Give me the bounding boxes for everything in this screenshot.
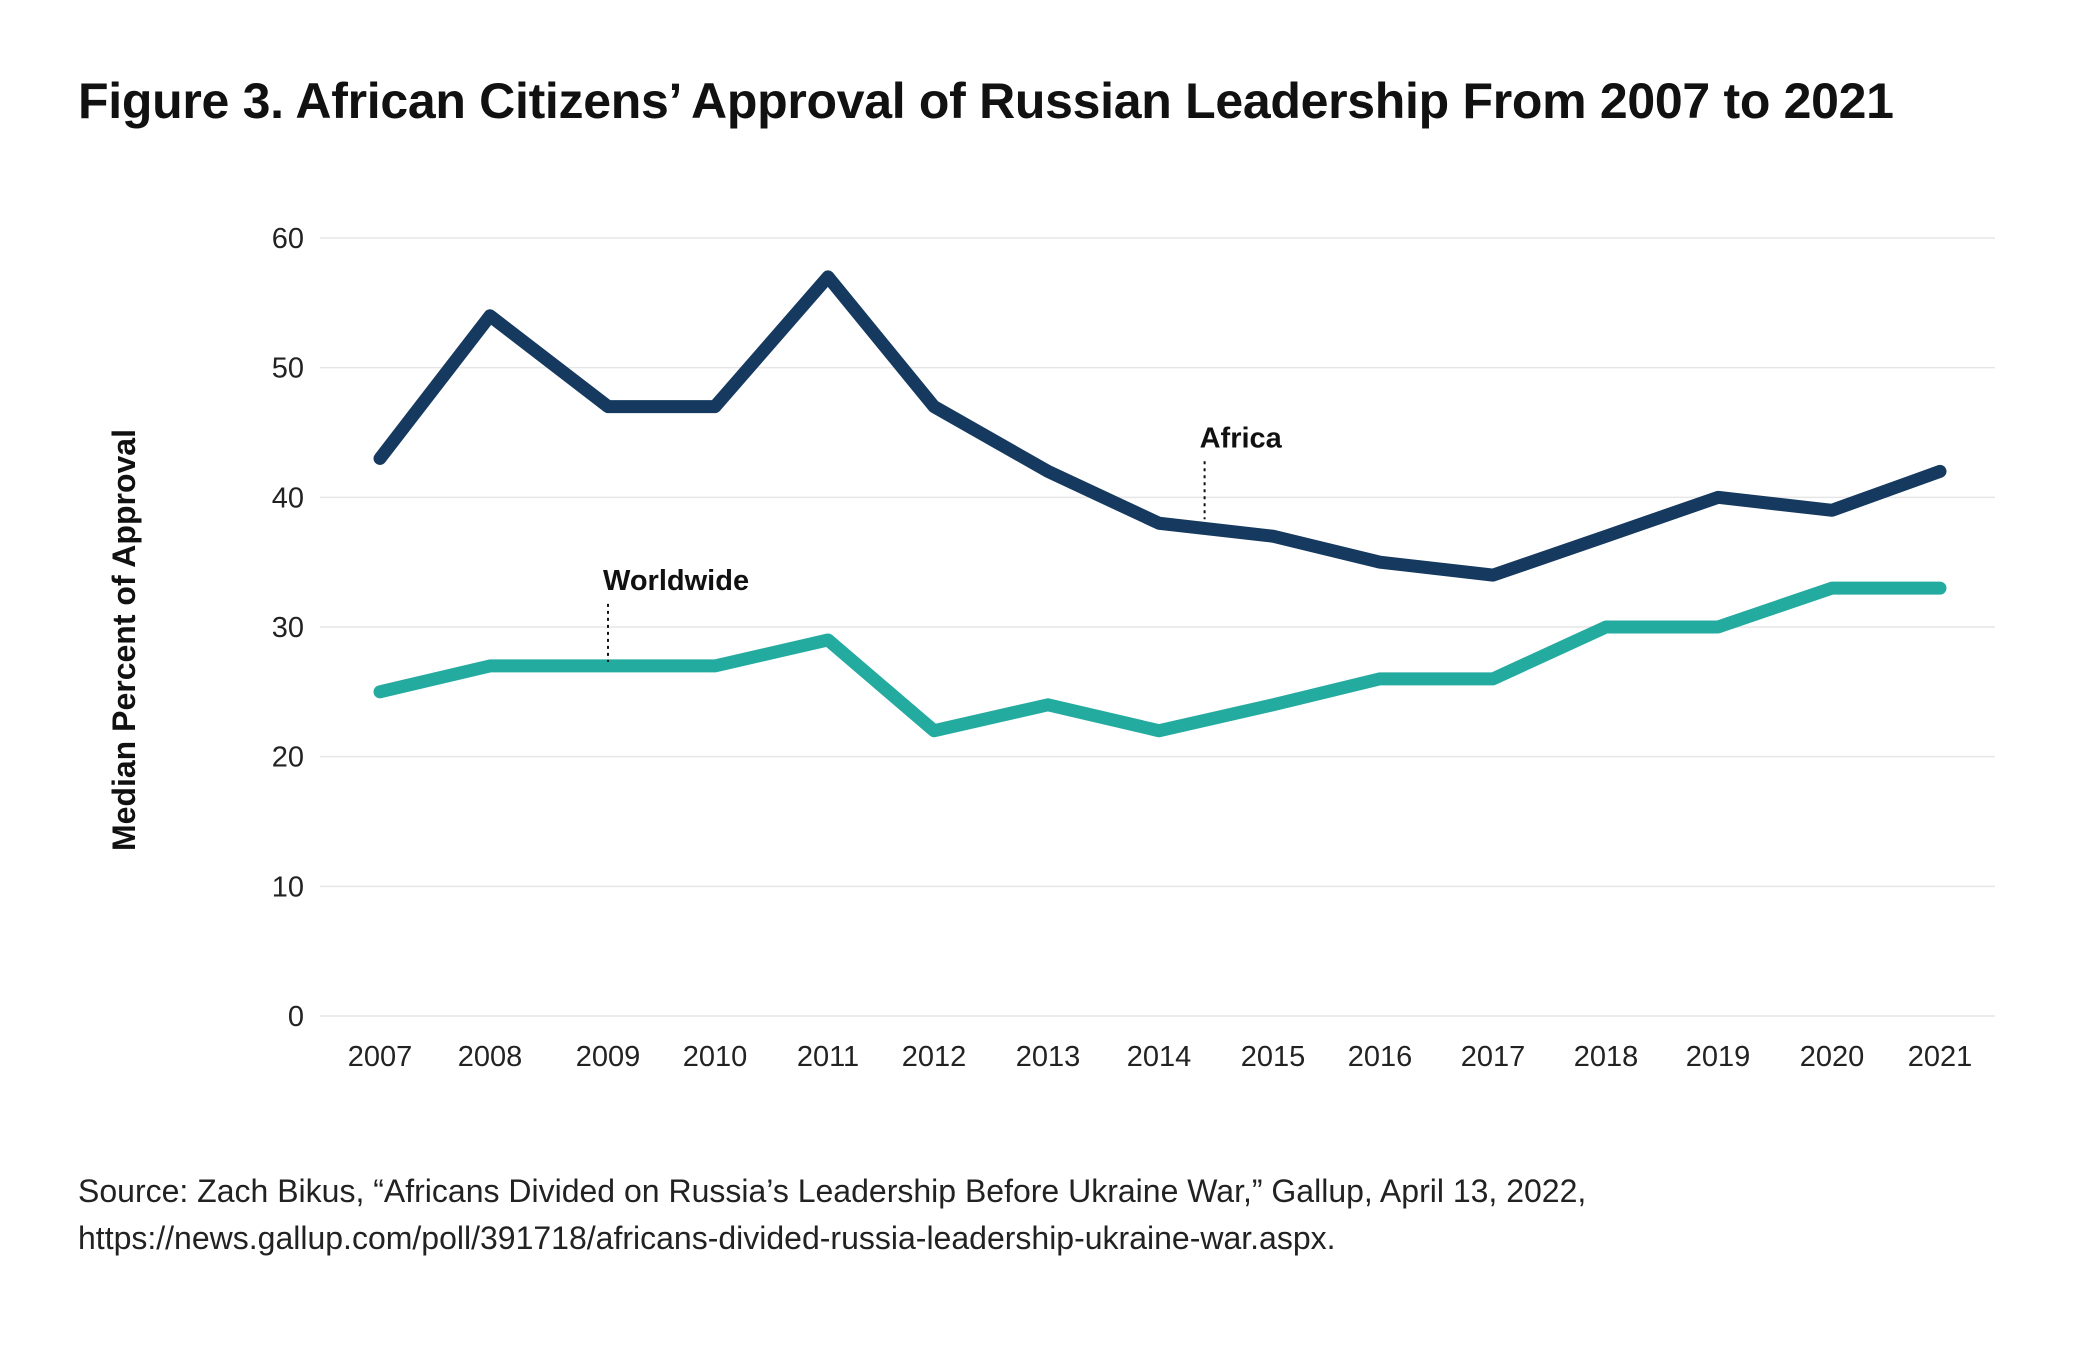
data-point-worldwide-2019 [1717,626,1719,628]
x-tick-label: 2017 [1461,1041,1526,1073]
x-tick-label: 2013 [1016,1041,1081,1073]
data-point-worldwide-2008 [489,665,491,667]
data-point-worldwide-2014 [1158,730,1160,732]
y-tick-label: 50 [272,353,304,385]
series-line-africa [373,270,1947,582]
chart-title: Figure 3. African Citizens’ Approval of … [78,73,1894,129]
data-point-africa-2013 [1047,470,1049,472]
data-point-worldwide-2009 [607,665,609,667]
y-tick-label: 10 [272,871,304,903]
y-axis-ticks: 0 10 20 30 40 50 60 [272,223,304,1033]
data-point-worldwide-2012 [933,730,935,732]
data-point-africa-2016 [1379,561,1381,563]
grid-lines [320,237,1995,1017]
data-point-africa-2009 [607,406,609,408]
data-point-africa-2008 [489,315,491,317]
data-point-worldwide-2015 [1272,704,1274,706]
data-point-africa-2010 [714,406,716,408]
x-tick-label: 2021 [1908,1041,1973,1073]
data-point-worldwide-2020 [1831,587,1833,589]
x-tick-label: 2012 [902,1041,967,1073]
y-tick-label: 60 [272,223,304,255]
x-tick-label: 2007 [348,1041,413,1073]
data-point-africa-2007 [379,457,381,459]
annotation-label-worldwide: Worldwide [603,565,749,597]
y-tick-label: 20 [272,742,304,774]
data-point-worldwide-2017 [1492,678,1494,680]
series-line-worldwide [373,581,1947,738]
data-point-worldwide-2010 [714,665,716,667]
y-tick-label: 0 [288,1001,304,1033]
x-tick-label: 2020 [1800,1041,1865,1073]
data-point-africa-2015 [1272,535,1274,537]
data-point-worldwide-2021 [1939,587,1941,589]
x-tick-label: 2019 [1686,1041,1751,1073]
data-point-africa-2017 [1492,574,1494,576]
data-point-worldwide-2013 [1047,704,1049,706]
data-point-worldwide-2018 [1605,626,1607,628]
x-axis-ticks: 2007 2008 2009 2010 2011 2012 2013 2014 2015 2016… [348,1041,1973,1073]
source-note: Source: Zach Bikus, “Africans Divided on… [78,1173,1587,1256]
x-tick-label: 2016 [1348,1041,1413,1073]
data-point-africa-2019 [1717,496,1719,498]
x-tick-label: 2014 [1127,1041,1192,1073]
y-tick-label: 30 [272,612,304,644]
data-point-worldwide-2016 [1379,678,1381,680]
x-tick-label: 2011 [797,1041,859,1073]
data-point-africa-2011 [827,276,829,278]
y-axis-label: Median Percent of Approval [106,429,142,851]
series-lines [373,270,1947,738]
y-tick-label: 40 [272,482,304,514]
x-tick-label: 2018 [1574,1041,1639,1073]
data-point-africa-2021 [1939,470,1941,472]
x-tick-label: 2009 [576,1041,641,1073]
data-point-worldwide-2007 [379,691,381,693]
data-point-worldwide-2011 [827,639,829,641]
data-point-africa-2014 [1158,522,1160,524]
data-point-africa-2018 [1605,535,1607,537]
annotations: Africa Worldwide [603,422,1283,662]
x-tick-label: 2008 [458,1041,523,1073]
data-point-africa-2012 [933,406,935,408]
x-tick-label: 2010 [683,1041,748,1073]
x-tick-label: 2015 [1241,1041,1306,1073]
data-point-africa-2020 [1831,509,1833,511]
annotation-label-africa: Africa [1200,422,1283,454]
